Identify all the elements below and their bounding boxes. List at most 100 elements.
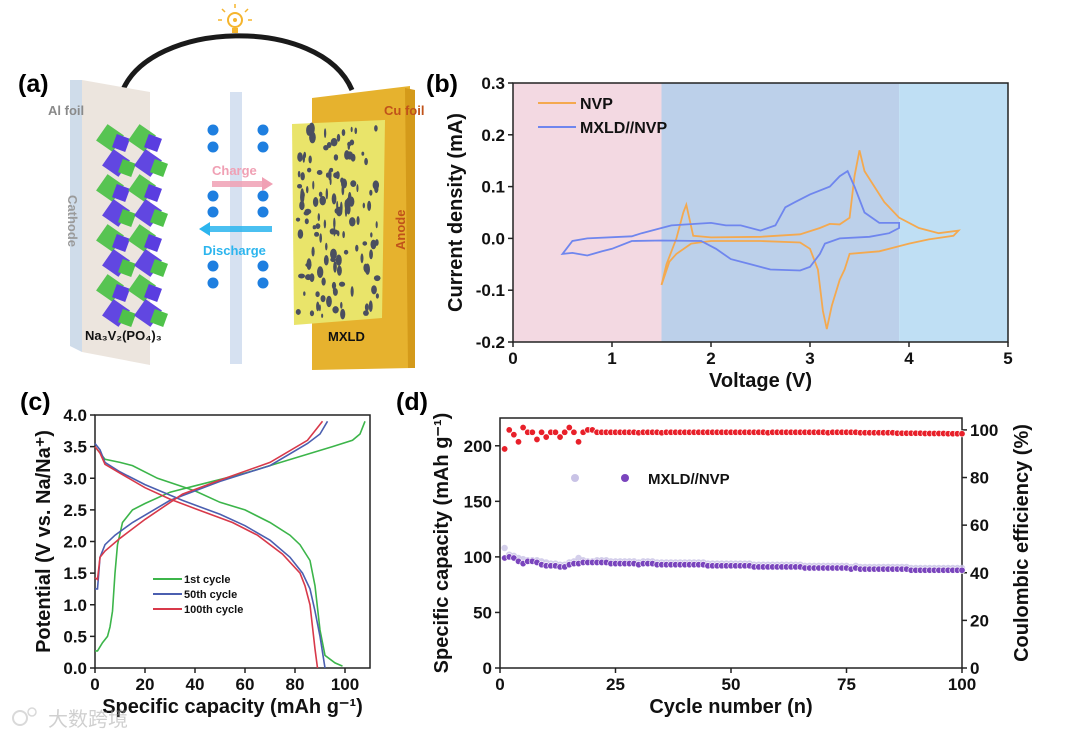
mxld-spot — [349, 217, 356, 227]
battery-schematic: Al foil Cathode Na₃V₂(PO₄)₃ Charge Disch… — [48, 4, 424, 370]
mxld-spot — [375, 239, 379, 246]
mxld-spot — [306, 258, 312, 270]
mxld-spot — [336, 265, 342, 276]
mxld-spot — [333, 261, 337, 273]
mxld-spot — [319, 233, 322, 243]
mxld-spot — [343, 249, 349, 255]
sodium-ion-dot — [257, 206, 269, 218]
mxld-spot — [361, 151, 365, 156]
mxld-spot — [332, 229, 339, 235]
mxld-spot — [363, 264, 370, 273]
mxld-spot — [304, 218, 309, 225]
mxld-spot — [362, 202, 366, 209]
coulombic-efficiency-point — [538, 428, 546, 436]
mxld-spot — [338, 281, 346, 287]
x-tick-label: 60 — [236, 675, 255, 694]
polyhedron-shape — [144, 134, 162, 152]
mxld-spot — [309, 310, 315, 317]
mxld-spot — [298, 273, 306, 279]
mxld-spot — [341, 129, 346, 136]
nvp-crystal-structure — [96, 124, 168, 327]
mxld-spot — [333, 172, 340, 179]
coulombic-efficiency-point — [561, 428, 569, 436]
sodium-ions — [207, 124, 269, 289]
y-right-tick-label: 100 — [970, 421, 998, 440]
coulombic-efficiency-point — [542, 433, 550, 441]
mxld-spot — [334, 208, 339, 214]
voltage-region — [513, 83, 662, 342]
sodium-ion-dot — [257, 124, 269, 136]
mxld-spot — [315, 223, 321, 229]
polyhedron-shape — [112, 134, 130, 152]
mxld-spot — [312, 225, 317, 230]
y-right-axis-label: Coulombic efficiency (%) — [1011, 424, 1033, 662]
mxld-spot — [340, 301, 343, 309]
cv-chart: 0 1 2 3 4 5 -0.2 -0.1 0.0 0.1 0.2 0.3 Voltage (V) Cur… — [445, 74, 1013, 392]
legend-label: 1st cycle — [184, 574, 230, 586]
charge-arrow — [212, 177, 273, 191]
mxld-spot — [325, 172, 330, 178]
mxld-spot — [364, 303, 369, 312]
y-tick-label: 0.1 — [481, 178, 505, 197]
mxld-spot — [369, 189, 373, 196]
plot-frame — [94, 414, 371, 669]
charge-label: Charge — [212, 163, 257, 178]
panel-label-a: (a) — [18, 70, 49, 98]
charge-curve — [95, 421, 366, 652]
cv-curve-nvp — [660, 150, 961, 330]
mxld-spot — [311, 246, 315, 257]
mxld-spot — [305, 186, 309, 194]
x-tick-label: 40 — [186, 675, 205, 694]
discharge-capacity-point — [958, 566, 966, 574]
coulombic-efficiency-point — [528, 428, 536, 436]
mxld-texture — [295, 122, 381, 320]
mxld-spot — [373, 275, 381, 282]
mxld-spot — [347, 143, 351, 150]
mxld-spot — [364, 157, 368, 166]
discharge-curve — [94, 443, 326, 669]
mxld-spot — [309, 273, 315, 283]
charge-capacity-point — [501, 544, 508, 552]
sodium-ion-dot — [257, 260, 269, 272]
mxld-spot — [330, 137, 338, 147]
y-tick-label: -0.1 — [476, 281, 505, 300]
y-tick-label: 2.0 — [63, 533, 87, 552]
y-tick-label: 3.5 — [63, 438, 87, 457]
y-tick-label: 50 — [473, 603, 492, 622]
mxld-spot — [346, 203, 351, 215]
charge-curve — [95, 420, 329, 590]
mxld-spot — [302, 153, 306, 163]
x-axis-label: Voltage (V) — [709, 370, 812, 392]
mxld-spot — [371, 285, 377, 295]
x-tick-label: 25 — [606, 675, 625, 694]
y-tick-label: 0.5 — [63, 627, 87, 646]
polyhedron-shape — [150, 159, 168, 177]
coulombic-efficiency-point — [505, 426, 513, 434]
coulombic-efficiency-point — [575, 438, 583, 446]
lightbulb-icon — [218, 4, 252, 33]
mxld-spot — [333, 154, 339, 161]
y-right-tick-label: 20 — [970, 611, 989, 630]
mxld-spot — [299, 200, 305, 211]
mxld-spot — [295, 308, 301, 315]
mxld-spot — [323, 219, 327, 229]
polyhedron-shape — [112, 284, 130, 302]
mxld-spot — [315, 291, 320, 298]
sodium-ion-dot — [207, 260, 219, 272]
mxld-spot — [295, 217, 301, 222]
y-tick-label: 1.0 — [63, 596, 87, 615]
mxld-spot — [332, 288, 337, 293]
coulombic-efficiency-point — [570, 428, 578, 436]
x-tick-label: 80 — [286, 675, 305, 694]
x-tick-label: 0 — [495, 675, 504, 694]
mxld-spot — [363, 310, 369, 316]
mxld-spot — [374, 125, 378, 132]
coulombic-efficiency-point — [514, 438, 522, 446]
polyhedron-shape — [112, 184, 130, 202]
mxld-spot — [370, 239, 377, 250]
mxld-spot — [318, 191, 323, 197]
mxld-spot — [340, 308, 346, 320]
x-tick-label: 20 — [136, 675, 155, 694]
x-tick-label: 75 — [837, 675, 856, 694]
